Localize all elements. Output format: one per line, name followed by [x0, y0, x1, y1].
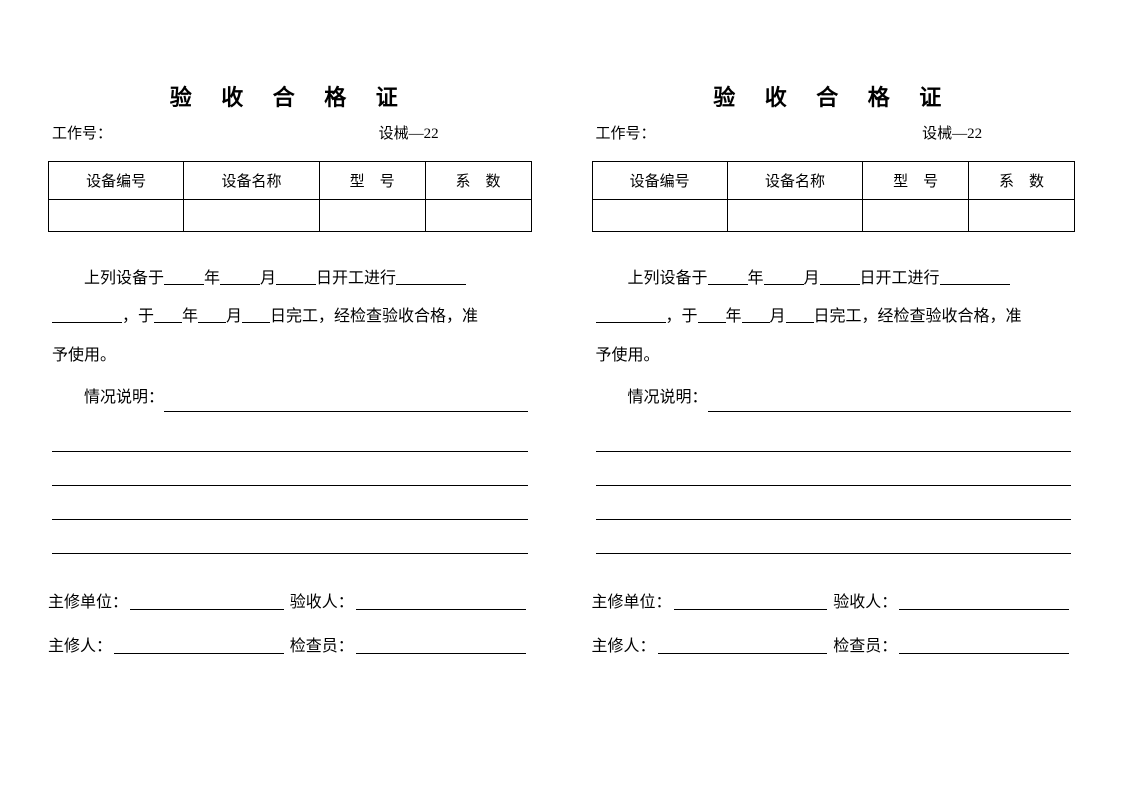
- equipment-table: 设备编号 设备名称 型 号 系 数: [592, 161, 1076, 232]
- certificate-left: 验 收 合 格 证 工作号： 设械—22 设备编号 设备名称 型 号 系 数 上…: [48, 80, 532, 754]
- form-code: 设械—22: [290, 122, 528, 143]
- table-header: 设备编号: [49, 162, 184, 200]
- body-fragment: 日开工进行: [860, 270, 940, 287]
- body-fragment: 年: [748, 270, 764, 287]
- body-fragment: ，于: [122, 308, 154, 325]
- body-fragment: 月: [260, 270, 276, 287]
- equipment-table: 设备编号 设备名称 型 号 系 数: [48, 161, 532, 232]
- body-fragment: 上列设备于: [628, 270, 708, 287]
- note-blank: [596, 452, 1072, 486]
- body-text: 上列设备于年月日开工进行 ，于年月日完工，经检查验收合格，准 予使用。 情况说明…: [48, 260, 532, 554]
- table-header: 设备名称: [727, 162, 862, 200]
- note-blank: [596, 520, 1072, 554]
- body-fragment: 月: [804, 270, 820, 287]
- body-fragment: 月: [226, 308, 242, 325]
- table-cell: [969, 200, 1075, 232]
- table-cell: [184, 200, 319, 232]
- note-blank: [52, 452, 528, 486]
- body-fragment: ，于: [666, 308, 698, 325]
- body-fragment: 予使用。: [52, 337, 528, 375]
- inspector-label: 检查员：: [833, 632, 897, 656]
- note-blank: [596, 418, 1072, 452]
- signature-section: 主修单位： 验收人： 主修人： 检查员：: [592, 588, 1076, 676]
- note-blank: [596, 486, 1072, 520]
- repair-unit-label: 主修单位：: [592, 588, 672, 612]
- table-cell: [319, 200, 425, 232]
- acceptor-label: 验收人：: [833, 588, 897, 612]
- note-blank: [164, 394, 527, 412]
- note-blank: [52, 486, 528, 520]
- signature-blank: [130, 592, 284, 610]
- body-fragment: 日完工，经检查验收合格，准: [270, 308, 478, 325]
- table-cell: [592, 200, 727, 232]
- body-fragment: 月: [770, 308, 786, 325]
- body-text: 上列设备于年月日开工进行 ，于年月日完工，经检查验收合格，准 予使用。 情况说明…: [592, 260, 1076, 554]
- note-blank: [52, 520, 528, 554]
- table-header: 系 数: [425, 162, 531, 200]
- repair-unit-label: 主修单位：: [48, 588, 128, 612]
- signature-blank: [356, 592, 526, 610]
- form-code: 设械—22: [833, 122, 1071, 143]
- signature-section: 主修单位： 验收人： 主修人： 检查员：: [48, 588, 532, 676]
- table-cell: [727, 200, 862, 232]
- note-blank: [52, 418, 528, 452]
- repairer-label: 主修人：: [48, 632, 112, 656]
- signature-blank: [356, 636, 526, 654]
- table-header: 型 号: [319, 162, 425, 200]
- job-number-label: 工作号：: [52, 122, 290, 143]
- signature-blank: [674, 592, 828, 610]
- acceptor-label: 验收人：: [290, 588, 354, 612]
- table-cell: [425, 200, 531, 232]
- inspector-label: 检查员：: [290, 632, 354, 656]
- certificate-title: 验 收 合 格 证: [592, 80, 1076, 112]
- body-fragment: 年: [182, 308, 198, 325]
- table-header: 系 数: [969, 162, 1075, 200]
- signature-blank: [899, 592, 1069, 610]
- job-number-label: 工作号：: [596, 122, 834, 143]
- note-label: 情况说明：: [628, 379, 708, 417]
- body-fragment: 年: [204, 270, 220, 287]
- certificate-title: 验 收 合 格 证: [48, 80, 532, 112]
- body-fragment: 日完工，经检查验收合格，准: [814, 308, 1022, 325]
- note-blank: [708, 394, 1071, 412]
- repairer-label: 主修人：: [592, 632, 656, 656]
- table-header: 型 号: [863, 162, 969, 200]
- table-header: 设备编号: [592, 162, 727, 200]
- body-fragment: 年: [726, 308, 742, 325]
- body-fragment: 日开工进行: [316, 270, 396, 287]
- table-header: 设备名称: [184, 162, 319, 200]
- certificate-right: 验 收 合 格 证 工作号： 设械—22 设备编号 设备名称 型 号 系 数 上…: [592, 80, 1076, 754]
- signature-blank: [658, 636, 828, 654]
- table-cell: [863, 200, 969, 232]
- table-cell: [49, 200, 184, 232]
- signature-blank: [114, 636, 284, 654]
- header-row: 工作号： 设械—22: [48, 122, 532, 143]
- body-fragment: 上列设备于: [84, 270, 164, 287]
- signature-blank: [899, 636, 1069, 654]
- body-fragment: 予使用。: [596, 337, 1072, 375]
- note-label: 情况说明：: [84, 379, 164, 417]
- header-row: 工作号： 设械—22: [592, 122, 1076, 143]
